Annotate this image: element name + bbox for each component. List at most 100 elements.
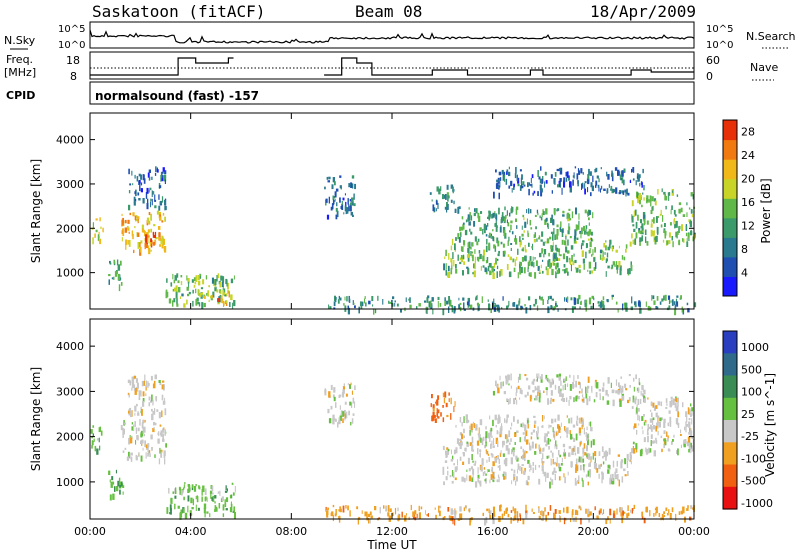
echo-cell — [346, 207, 349, 214]
echo-cell — [551, 268, 554, 276]
echo-cell — [192, 289, 194, 294]
echo-cell — [520, 305, 523, 308]
echo-cell — [677, 411, 679, 418]
y-tick-label: 4000 — [56, 134, 84, 147]
echo-cell — [221, 298, 224, 304]
echo-cell — [587, 231, 590, 237]
echo-cell — [602, 256, 605, 260]
echo-cell — [515, 455, 518, 460]
echo-cell — [637, 414, 639, 421]
echo-cell — [350, 202, 352, 207]
echo-cell — [469, 425, 471, 430]
echo-cell — [522, 247, 524, 252]
echo-cell — [477, 238, 480, 242]
echo-cell — [663, 230, 666, 233]
echo-cell — [556, 457, 558, 463]
echo-cell — [676, 405, 679, 413]
echo-cell — [506, 415, 508, 422]
echo-cell — [347, 305, 349, 309]
echo-cell — [550, 477, 552, 481]
echo-cell — [633, 228, 636, 232]
echo-cell — [462, 453, 465, 457]
echo-cell — [517, 272, 519, 279]
echo-cell — [508, 236, 510, 242]
echo-cell — [550, 397, 552, 401]
echo-cell — [333, 417, 335, 422]
echo-cell — [450, 245, 453, 251]
echo-cell — [639, 237, 642, 242]
echo-cell — [334, 191, 337, 198]
echo-cell — [339, 197, 341, 203]
echo-cell — [590, 427, 593, 432]
echo-cell — [651, 196, 654, 202]
echo-cell — [348, 410, 350, 416]
echo-cell — [161, 235, 164, 242]
echo-cell — [581, 398, 584, 402]
echo-cell — [158, 237, 161, 241]
echo-cell — [523, 470, 526, 475]
echo-cell — [675, 231, 677, 238]
echo-cell — [141, 422, 144, 429]
echo-cell — [332, 515, 334, 522]
echo-cell — [183, 496, 185, 501]
echo-cell — [498, 192, 500, 200]
echo-cell — [646, 197, 648, 204]
echo-cell — [503, 391, 506, 395]
echo-cell — [685, 423, 688, 427]
echo-cell — [334, 181, 336, 186]
echo-cell — [511, 188, 513, 193]
echo-cell — [230, 278, 234, 284]
echo-cell — [497, 387, 500, 394]
echo-cell — [627, 471, 629, 476]
echo-cell — [530, 465, 532, 471]
echo-cell — [447, 507, 450, 512]
echo-cell — [140, 440, 142, 444]
echo-cell — [569, 374, 571, 378]
echo-cell — [555, 257, 558, 261]
echo-cell — [154, 408, 156, 415]
echo-cell — [143, 178, 146, 184]
echo-cell — [159, 424, 162, 427]
echo-cell — [225, 497, 229, 503]
echo-cell — [338, 420, 341, 425]
echo-cell — [491, 440, 493, 446]
echo-cell — [140, 188, 143, 193]
echo-cell — [556, 168, 560, 172]
echo-cell — [333, 396, 336, 402]
echo-cell — [570, 264, 572, 272]
echo-cell — [498, 207, 500, 215]
echo-cell — [131, 435, 133, 439]
echo-cell — [448, 515, 451, 518]
echo-cell — [557, 184, 559, 188]
echo-cell — [492, 479, 495, 483]
echo-cell — [655, 405, 658, 409]
echo-cell — [499, 226, 502, 233]
echo-cell — [514, 397, 517, 400]
echo-cell — [156, 210, 159, 215]
echo-cell — [472, 460, 474, 463]
echo-cell — [470, 251, 472, 257]
y-tick-label: 3000 — [56, 385, 84, 398]
y-tick-label: 1000 — [56, 476, 84, 489]
echo-cell — [637, 214, 639, 221]
echo-cell — [556, 247, 559, 252]
echo-cell — [506, 305, 509, 310]
echo-cell — [431, 297, 434, 302]
echo-cell — [513, 267, 516, 272]
echo-cell — [215, 507, 218, 512]
echo-cell — [112, 493, 115, 500]
echo-cell — [547, 511, 549, 516]
echo-cell — [335, 207, 338, 212]
echo-cell — [524, 435, 526, 443]
echo-cell — [489, 432, 492, 437]
echo-cell — [141, 380, 144, 387]
echo-cell — [549, 400, 552, 404]
echo-cell — [121, 237, 123, 242]
echo-cell — [561, 458, 563, 463]
echo-cell — [556, 462, 558, 467]
echo-cell — [405, 297, 407, 303]
echo-cell — [510, 180, 513, 187]
echo-cell — [578, 427, 581, 434]
echo-cell — [412, 511, 415, 517]
echo-cell — [459, 506, 462, 512]
